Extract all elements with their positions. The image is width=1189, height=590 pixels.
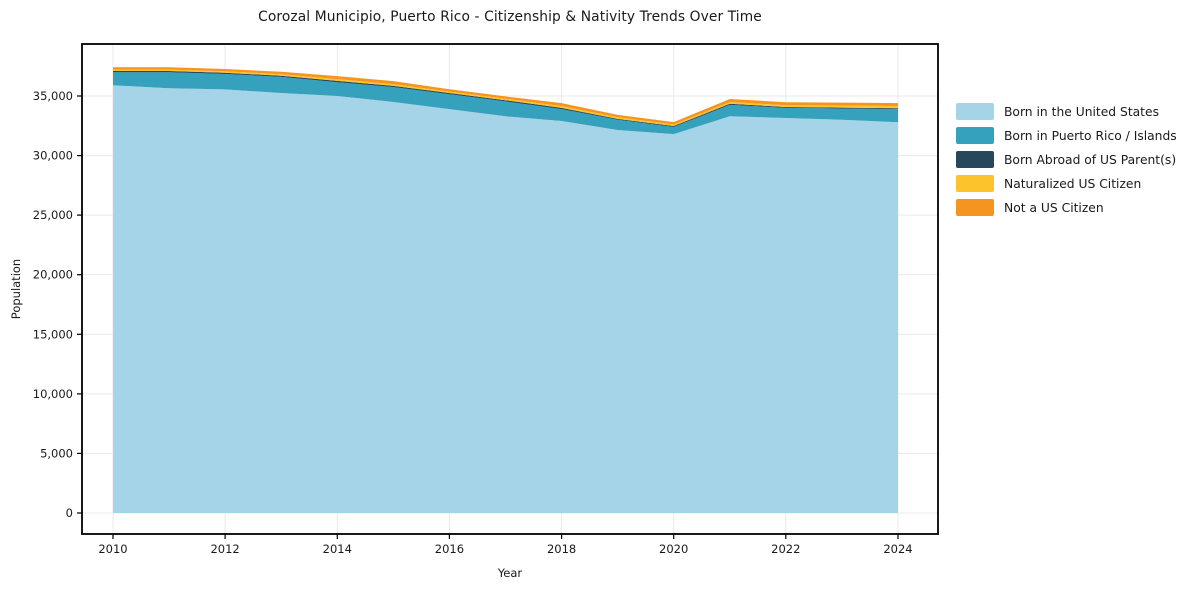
legend-label: Born in Puerto Rico / Islands	[1004, 128, 1177, 143]
legend-label: Born in the United States	[1004, 104, 1159, 119]
y-tick-label: 35,000	[33, 89, 73, 103]
x-tick-label: 2018	[547, 542, 576, 556]
legend-swatch	[956, 175, 994, 192]
legend-label: Naturalized US Citizen	[1004, 176, 1142, 191]
x-tick-label: 2010	[98, 542, 127, 556]
x-tick-label: 2016	[435, 542, 464, 556]
legend-item: Born in the United States	[956, 103, 1177, 120]
chart-title: Corozal Municipio, Puerto Rico - Citizen…	[258, 9, 762, 25]
legend-label: Born Abroad of US Parent(s)	[1004, 152, 1177, 167]
legend-swatch	[956, 127, 994, 144]
legend-swatch	[956, 151, 994, 168]
x-tick-label: 2022	[771, 542, 800, 556]
area-series-0	[113, 85, 898, 514]
legend-item: Born Abroad of US Parent(s)	[956, 151, 1177, 168]
legend-item: Naturalized US Citizen	[956, 175, 1177, 192]
legend-swatch	[956, 199, 994, 216]
area-series-1	[113, 72, 898, 135]
y-tick-label: 25,000	[33, 208, 73, 222]
y-tick-label: 0	[66, 506, 73, 520]
legend-item: Born in Puerto Rico / Islands	[956, 127, 1177, 144]
legend-item: Not a US Citizen	[956, 199, 1177, 216]
legend-label: Not a US Citizen	[1004, 200, 1104, 215]
axes-spines	[81, 43, 939, 535]
x-tick-label: 2020	[659, 542, 688, 556]
x-axis-label: Year	[497, 566, 523, 580]
x-tick-label: 2012	[210, 542, 239, 556]
x-tick-label: 2014	[323, 542, 352, 556]
x-tick-label: 2024	[883, 542, 912, 556]
legend: Born in the United States Born in Puerto …	[956, 103, 1177, 216]
legend-swatch	[956, 103, 994, 120]
y-tick-label: 15,000	[33, 327, 73, 341]
y-tick-label: 20,000	[33, 268, 73, 282]
y-tick-label: 5,000	[40, 446, 73, 460]
y-tick-label: 30,000	[33, 149, 73, 163]
y-tick-label: 10,000	[33, 387, 73, 401]
